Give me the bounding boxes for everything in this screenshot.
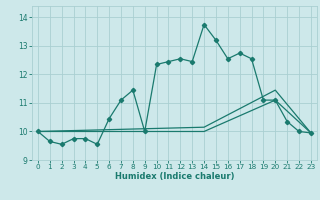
- X-axis label: Humidex (Indice chaleur): Humidex (Indice chaleur): [115, 172, 234, 181]
